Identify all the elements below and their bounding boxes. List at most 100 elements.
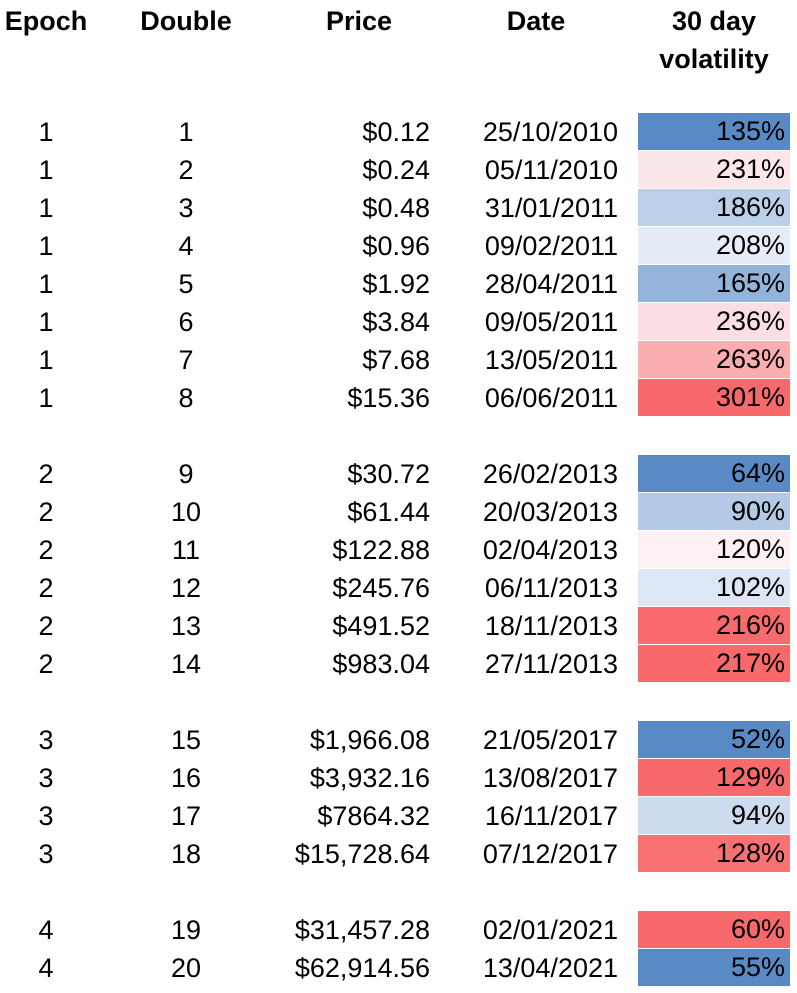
cell-price: $15.36 <box>347 383 430 413</box>
group-separator <box>0 683 797 721</box>
volatility-heat-cell: 301% <box>638 379 790 416</box>
cell-volatility: 208% <box>634 227 797 265</box>
table-row: 1 4 $0.96 09/02/2011 208% <box>0 227 797 265</box>
cell-volatility: 236% <box>634 303 797 341</box>
cell-price: $0.24 <box>362 155 430 185</box>
col-header-date: Date <box>506 6 566 36</box>
cell-price: $0.96 <box>362 231 430 261</box>
cell-epoch: 1 <box>38 231 54 261</box>
cell-date: 28/04/2011 <box>484 269 618 299</box>
cell-price: $7.68 <box>362 345 430 375</box>
cell-epoch: 3 <box>38 763 54 793</box>
cell-volatility: 135% <box>634 113 797 151</box>
cell-double: 16 <box>170 763 202 793</box>
cell-price: $122.88 <box>332 535 430 565</box>
volatility-heat-cell: 102% <box>638 569 790 606</box>
cell-price: $1,966.08 <box>309 725 430 755</box>
table-row: 1 7 $7.68 13/05/2011 263% <box>0 341 797 379</box>
cell-epoch: 2 <box>38 535 54 565</box>
cell-epoch: 4 <box>38 953 54 983</box>
cell-volatility: 231% <box>634 151 797 189</box>
cell-price: $0.48 <box>362 193 430 223</box>
cell-date: 09/05/2011 <box>484 307 618 337</box>
table-row: 3 15 $1,966.08 21/05/2017 52% <box>0 721 797 759</box>
cell-volatility: 129% <box>634 759 797 797</box>
volatility-heat-cell: 135% <box>638 113 790 150</box>
cell-double: 2 <box>178 155 194 185</box>
cell-volatility: 64% <box>634 455 797 493</box>
cell-epoch: 1 <box>38 155 54 185</box>
cell-epoch: 2 <box>38 649 54 679</box>
volatility-heat-cell: 217% <box>638 645 790 682</box>
volatility-heat-cell: 128% <box>638 835 790 872</box>
cell-volatility: 52% <box>634 721 797 759</box>
cell-epoch: 2 <box>38 459 54 489</box>
table-row: 2 11 $122.88 02/04/2013 120% <box>0 531 797 569</box>
cell-double: 18 <box>170 839 202 869</box>
volatility-heat-cell: 263% <box>638 341 790 378</box>
table-header: Epoch Double Price Date 30 day volatilit… <box>0 0 797 113</box>
cell-epoch: 2 <box>38 497 54 527</box>
volatility-heat-cell: 52% <box>638 721 790 758</box>
cell-date: 02/01/2021 <box>482 915 618 945</box>
table-row: 2 12 $245.76 06/11/2013 102% <box>0 569 797 607</box>
volatility-heat-cell: 231% <box>638 151 790 188</box>
cell-double: 3 <box>178 193 194 223</box>
volatility-heat-cell: 208% <box>638 227 790 264</box>
cell-epoch: 1 <box>38 117 54 147</box>
volatility-heat-cell: 165% <box>638 265 790 302</box>
cell-date: 06/06/2011 <box>484 383 618 413</box>
group-separator <box>0 417 797 455</box>
cell-date: 27/11/2013 <box>484 649 618 679</box>
cell-double: 10 <box>170 497 202 527</box>
col-header-volatility: 30 day volatility <box>638 2 790 78</box>
cell-double: 15 <box>170 725 202 755</box>
col-header-volatility-line2: volatility <box>659 44 769 74</box>
cell-price: $31,457.28 <box>294 915 430 945</box>
cell-price: $491.52 <box>332 611 430 641</box>
cell-double: 14 <box>170 649 202 679</box>
cell-date: 06/11/2013 <box>484 573 618 603</box>
cell-date: 21/05/2017 <box>482 725 618 755</box>
cell-double: 19 <box>170 915 202 945</box>
cell-date: 31/01/2011 <box>484 193 618 223</box>
cell-date: 07/12/2017 <box>482 839 618 869</box>
cell-date: 02/04/2013 <box>482 535 618 565</box>
volatility-heat-cell: 236% <box>638 303 790 340</box>
col-header-volatility-line1: 30 day <box>671 6 757 36</box>
volatility-heat-cell: 60% <box>638 911 790 948</box>
cell-double: 20 <box>170 953 202 983</box>
cell-price: $3.84 <box>362 307 430 337</box>
cell-date: 16/11/2017 <box>484 801 618 831</box>
cell-epoch: 3 <box>38 839 54 869</box>
col-header-epoch: Epoch <box>4 6 88 36</box>
cell-price: $15,728.64 <box>294 839 430 869</box>
table-row: 4 20 $62,914.56 13/04/2021 55% <box>0 949 797 987</box>
group-separator <box>0 873 797 911</box>
cell-date: 18/11/2013 <box>484 611 618 641</box>
cell-epoch: 2 <box>38 611 54 641</box>
table-row: 1 5 $1.92 28/04/2011 165% <box>0 265 797 303</box>
cell-epoch: 1 <box>38 193 54 223</box>
cell-double: 17 <box>170 801 202 831</box>
cell-double: 11 <box>171 535 201 565</box>
cell-epoch: 3 <box>38 801 54 831</box>
cell-double: 5 <box>178 269 194 299</box>
volatility-heat-cell: 186% <box>638 189 790 226</box>
volatility-heat-cell: 64% <box>638 455 790 492</box>
volatility-heat-cell: 120% <box>638 531 790 568</box>
table-row: 2 9 $30.72 26/02/2013 64% <box>0 455 797 493</box>
cell-double: 6 <box>178 307 194 337</box>
cell-date: 20/03/2013 <box>482 497 618 527</box>
cell-price: $62,914.56 <box>294 953 430 983</box>
table-row: 1 1 $0.12 25/10/2010 135% <box>0 113 797 151</box>
table-row: 3 18 $15,728.64 07/12/2017 128% <box>0 835 797 873</box>
table-row: 2 13 $491.52 18/11/2013 216% <box>0 607 797 645</box>
volatility-heat-cell: 90% <box>638 493 790 530</box>
cell-price: $7864.32 <box>317 801 430 831</box>
table-row: 1 2 $0.24 05/11/2010 231% <box>0 151 797 189</box>
cell-volatility: 301% <box>634 379 797 417</box>
table-row: 3 16 $3,932.16 13/08/2017 129% <box>0 759 797 797</box>
cell-price: $0.12 <box>362 117 430 147</box>
cell-volatility: 55% <box>634 949 797 987</box>
